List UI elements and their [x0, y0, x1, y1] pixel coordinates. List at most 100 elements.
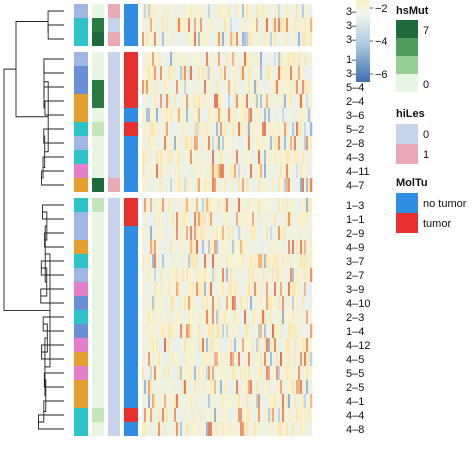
heatmap-cell: [180, 282, 183, 296]
heatmap-cell: [150, 226, 153, 240]
heatmap-cell: [266, 296, 269, 310]
heatmap-cell: [160, 18, 163, 32]
hiles-cell: [108, 150, 120, 164]
heatmap-cell: [284, 4, 287, 18]
heatmap-cell: [288, 4, 291, 18]
heatmap-cell: [142, 122, 145, 136]
heatmap-cell: [176, 366, 179, 380]
heatmap-cell: [168, 254, 171, 268]
heatmap-cell: [236, 282, 239, 296]
heatmap-cell: [220, 198, 223, 212]
heatmap-cell: [230, 352, 233, 366]
heatmap-cell: [172, 380, 175, 394]
heatmap-cell: [202, 268, 205, 282]
heatmap-cell: [246, 212, 249, 226]
heatmap-cell: [250, 338, 253, 352]
heatmap-cell: [158, 18, 161, 32]
heatmap-cell: [158, 122, 161, 136]
heatmap-cell: [278, 108, 281, 122]
heatmap-cell: [298, 394, 301, 408]
heatmap-cell: [304, 422, 307, 436]
heatmap-cell: [286, 4, 289, 18]
heatmap-cell: [198, 408, 201, 422]
heatmap-cell: [186, 122, 189, 136]
heatmap-cell: [228, 310, 231, 324]
heatmap-cell: [270, 268, 273, 282]
heatmap-cell: [150, 408, 153, 422]
heatmap-cell: [212, 150, 215, 164]
heatmap-cell: [288, 268, 291, 282]
heatmap-cell: [146, 122, 149, 136]
heatmap-cell: [152, 380, 155, 394]
heatmap-cell: [210, 94, 213, 108]
heatmap-cell: [248, 80, 251, 94]
heatmap-cell: [242, 164, 245, 178]
heatmap-cell: [288, 338, 291, 352]
heatmap-cell: [248, 136, 251, 150]
cluster-color-cell: [74, 122, 88, 136]
heatmap-cell: [174, 178, 177, 192]
heatmap-cell: [252, 4, 255, 18]
heatmap-cell: [196, 122, 199, 136]
heatmap-cell: [158, 380, 161, 394]
heatmap-cell: [306, 310, 309, 324]
heatmap-cell: [184, 32, 187, 46]
heatmap-cell: [256, 164, 259, 178]
heatmap-cell: [168, 80, 171, 94]
heatmap-cell: [148, 32, 151, 46]
heatmap-cell: [292, 394, 295, 408]
heatmap-cell: [300, 310, 303, 324]
heatmap-cell: [232, 310, 235, 324]
heatmap-cell: [302, 296, 305, 310]
heatmap-cell: [272, 380, 275, 394]
heatmap-cell: [180, 394, 183, 408]
heatmap-cell: [208, 178, 211, 192]
heatmap-cell: [222, 66, 225, 80]
heatmap-cell: [212, 18, 215, 32]
heatmap-cell: [174, 66, 177, 80]
heatmap-cell: [272, 32, 275, 46]
heatmap-cell: [310, 108, 313, 122]
heatmap-cell: [278, 178, 281, 192]
heatmap-cell: [286, 80, 289, 94]
heatmap-cell: [304, 226, 307, 240]
heatmap-cell: [232, 80, 235, 94]
heatmap-cell: [142, 198, 145, 212]
heatmap-cell: [244, 94, 247, 108]
heatmap-cell: [210, 408, 213, 422]
heatmap-cell: [264, 408, 267, 422]
heatmap-cell: [310, 80, 313, 94]
heatmap-cell: [172, 296, 175, 310]
heatmap-cell: [296, 66, 299, 80]
heatmap-cell: [294, 108, 297, 122]
hsmut-cell: [92, 212, 104, 226]
heatmap-cell: [192, 80, 195, 94]
heatmap-cell: [168, 226, 171, 240]
heatmap-cell: [178, 80, 181, 94]
heatmap-cell: [268, 136, 271, 150]
heatmap-cell: [272, 150, 275, 164]
heatmap-cell: [296, 108, 299, 122]
heatmap-cell: [232, 212, 235, 226]
moltu-cell: [124, 198, 138, 212]
heatmap-cell: [254, 324, 257, 338]
heatmap-cell: [220, 366, 223, 380]
heatmap-cell: [188, 198, 191, 212]
hsmut-cell: [92, 94, 104, 108]
heatmap-cell: [214, 94, 217, 108]
heatmap-cell: [238, 268, 241, 282]
heatmap-cell: [178, 254, 181, 268]
heatmap-cell: [242, 422, 245, 436]
heatmap-cell: [278, 150, 281, 164]
heatmap-cell: [176, 394, 179, 408]
heatmap-cell: [230, 178, 233, 192]
heatmap-cell: [166, 136, 169, 150]
heatmap-cell: [190, 212, 193, 226]
heatmap-cell: [298, 408, 301, 422]
heatmap-cell: [248, 226, 251, 240]
heatmap-cell: [148, 52, 151, 66]
heatmap-cell: [200, 324, 203, 338]
heatmap-cell: [150, 150, 153, 164]
heatmap-cell: [222, 226, 225, 240]
heatmap-cell: [238, 338, 241, 352]
